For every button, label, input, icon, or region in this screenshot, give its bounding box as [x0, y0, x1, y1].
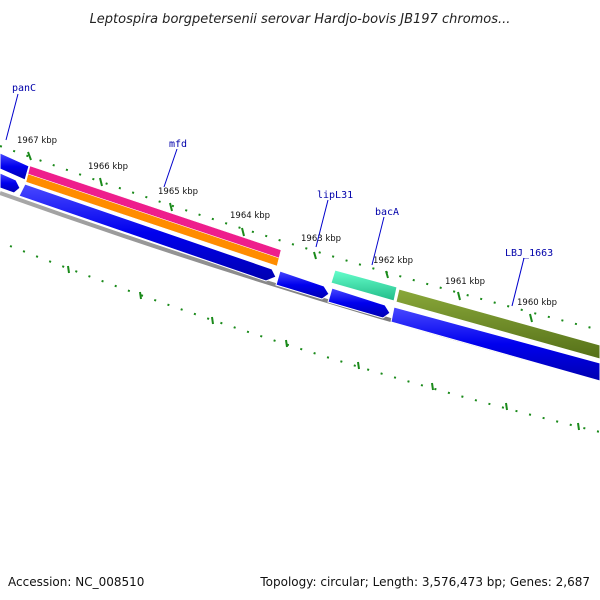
kbp-tick-label: 1963 kbp	[301, 234, 341, 244]
bacA-feature[interactable]	[330, 269, 398, 302]
accession-text: Accession: NC_008510	[8, 575, 144, 589]
panC-leader	[5, 93, 19, 141]
cds-arrow[interactable]	[0, 172, 21, 194]
mfd-feature-orange[interactable]	[25, 173, 280, 267]
kbp-tick-label: 1967 kbp	[17, 136, 57, 146]
lipL31-leader	[315, 199, 329, 248]
kbp-tick-label: 1962 kbp	[373, 256, 413, 266]
kbp-tick-label: 1960 kbp	[517, 298, 557, 308]
bacA-label[interactable]: bacA	[375, 207, 399, 218]
panC-feature[interactable]	[0, 152, 30, 181]
LBJ_1663-leader	[511, 257, 525, 307]
reverse-strand-row	[0, 172, 600, 382]
genome-summary-text: Topology: circular; Length: 3,576,473 bp…	[259, 575, 590, 589]
LBJ_1663-label[interactable]: LBJ_1663	[505, 248, 553, 259]
panC-label[interactable]: panC	[12, 83, 36, 94]
LBJ_1663-feature[interactable]	[395, 288, 600, 360]
cds-arrow[interactable]	[390, 306, 600, 382]
cds-arrow[interactable]	[275, 270, 330, 300]
forward-strand-row	[0, 152, 600, 360]
cds-arrow[interactable]	[18, 183, 277, 282]
mfd-label[interactable]: mfd	[169, 139, 187, 150]
kbp-tick-label: 1961 kbp	[445, 277, 485, 287]
outer-dotted-ruler	[0, 145, 600, 331]
kbp-tick-label: 1964 kbp	[230, 211, 270, 221]
kbp-labels: 1967 kbp 1966 kbp 1965 kbp 1964 kbp 1963…	[17, 136, 557, 308]
gene-labels: panC mfd lipL31 bacA LBJ_1663	[5, 83, 553, 307]
kbp-tick-label: 1965 kbp	[158, 187, 198, 197]
bacA-leader	[371, 216, 385, 266]
cds-arrow[interactable]	[327, 287, 391, 319]
kbp-tick-label: 1966 kbp	[88, 162, 128, 172]
inner-dotted-ring	[9, 245, 600, 433]
lipL31-label[interactable]: lipL31	[317, 190, 353, 201]
map-title: Leptospira borgpetersenii serovar Hardjo…	[90, 12, 511, 27]
mfd-leader	[163, 148, 178, 188]
